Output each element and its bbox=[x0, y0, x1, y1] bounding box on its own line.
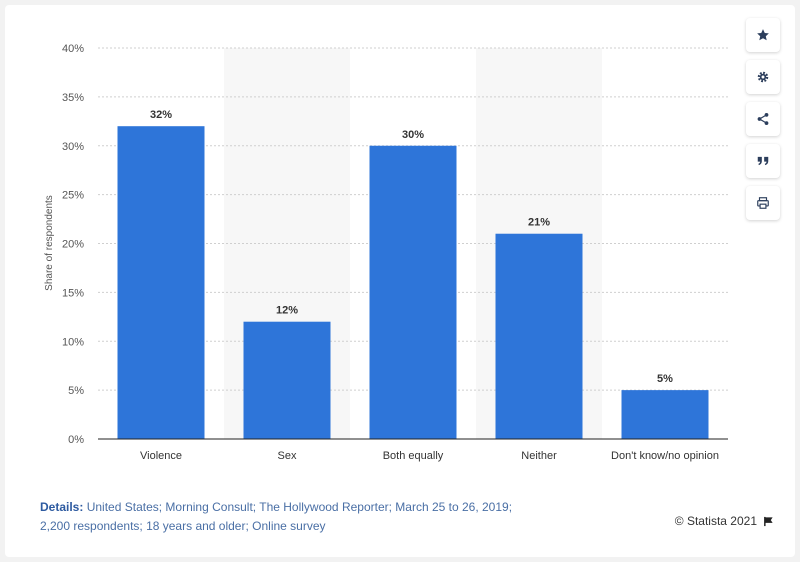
value-labels: 32% 12% 30% 21% 5% bbox=[150, 109, 673, 385]
copyright-text: © Statista 2021 bbox=[674, 514, 757, 528]
y-tick-label: 35% bbox=[62, 92, 84, 104]
y-tick-label: 20% bbox=[62, 239, 84, 251]
bar[interactable] bbox=[243, 321, 331, 439]
y-tick-label: 15% bbox=[62, 287, 84, 299]
y-axis-label: Share of respondents bbox=[44, 195, 55, 291]
value-label: 5% bbox=[657, 373, 673, 385]
quote-icon bbox=[757, 156, 769, 166]
value-label: 32% bbox=[150, 109, 172, 121]
print-icon bbox=[757, 197, 769, 209]
sidebar-toolbar bbox=[746, 18, 782, 228]
y-tick-label: 0% bbox=[68, 434, 84, 446]
share-button[interactable] bbox=[746, 102, 780, 136]
x-tick-label: Don't know/no opinion bbox=[611, 450, 719, 462]
details-label: Details: bbox=[40, 500, 84, 514]
y-tick-label: 10% bbox=[62, 336, 84, 348]
details-line-1: United States; Morning Consult; The Holl… bbox=[86, 500, 513, 514]
bar[interactable] bbox=[117, 126, 205, 439]
bar[interactable] bbox=[495, 233, 583, 439]
print-button[interactable] bbox=[746, 186, 780, 220]
cite-button[interactable] bbox=[746, 144, 780, 178]
x-tick-label: Sex bbox=[278, 450, 297, 462]
value-label: 12% bbox=[276, 305, 298, 317]
y-tick-label: 25% bbox=[62, 190, 84, 202]
bar[interactable] bbox=[621, 390, 709, 439]
star-icon bbox=[757, 29, 769, 41]
settings-button[interactable] bbox=[746, 60, 780, 94]
bars bbox=[117, 126, 709, 439]
value-label: 21% bbox=[528, 217, 550, 229]
source-details: Details: United States; Morning Consult;… bbox=[40, 498, 560, 536]
details-line-2: 2,200 respondents; 18 years and older; O… bbox=[40, 519, 326, 533]
bar[interactable] bbox=[369, 145, 457, 439]
value-label: 30% bbox=[402, 129, 424, 141]
y-tick-label: 5% bbox=[68, 385, 84, 397]
x-axis-labels: Violence Sex Both equally Neither Don't know… bbox=[140, 450, 719, 462]
y-tick-label: 40% bbox=[62, 43, 84, 55]
favorite-button[interactable] bbox=[746, 18, 780, 52]
gear-icon bbox=[757, 71, 769, 83]
y-axis-ticks: 0% 5% 10% 15% 20% 25% 30% 35% 40% bbox=[62, 43, 84, 446]
x-tick-label: Neither bbox=[521, 450, 557, 462]
x-tick-label: Violence bbox=[140, 450, 182, 462]
flag-icon[interactable] bbox=[763, 516, 774, 527]
y-tick-label: 30% bbox=[62, 141, 84, 153]
share-icon bbox=[757, 113, 769, 125]
x-tick-label: Both equally bbox=[383, 450, 444, 462]
copyright: © Statista 2021 bbox=[675, 514, 774, 528]
